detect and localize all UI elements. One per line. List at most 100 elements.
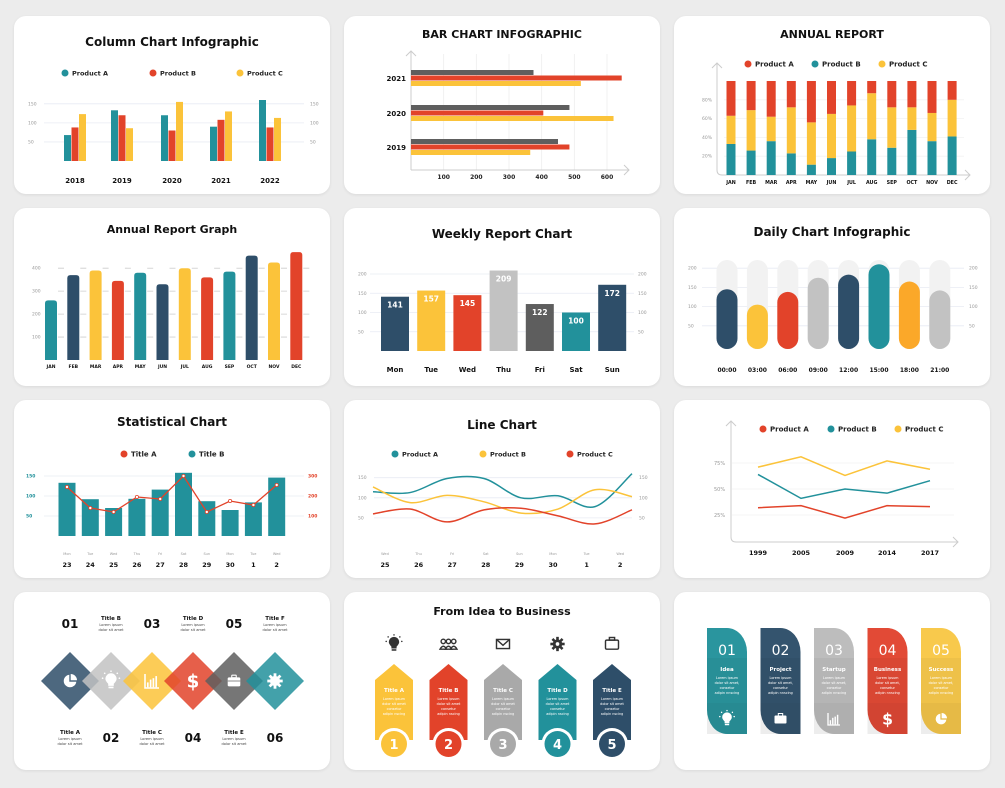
banner-title: Title B (439, 688, 459, 694)
legend-label: Title B (199, 451, 224, 459)
stacked-segment (847, 105, 857, 152)
stacked-segment (726, 115, 736, 144)
y-tick-left: 200 (688, 266, 697, 272)
x-label: 30 (226, 561, 236, 569)
stacked-segment (907, 129, 917, 175)
step-number: 02 (103, 731, 120, 745)
x-label: 2020 (162, 177, 182, 185)
y-label: 2020 (387, 110, 407, 118)
banner-text: consetur (605, 707, 620, 711)
axes (716, 63, 970, 176)
stacked-segment (867, 81, 877, 94)
ray (401, 640, 403, 643)
x-weekday: Wed (110, 552, 118, 556)
y-tick-left: 50 (358, 515, 364, 521)
step-card (707, 628, 747, 734)
y-tick-right: 200 (638, 272, 647, 278)
bar (411, 150, 531, 155)
bar-chart: BAR CHART INFOGRAPHIC 100 200 300 400 500 600 2… (387, 28, 630, 181)
x-label: 18:00 (900, 367, 919, 374)
line-point (88, 506, 93, 511)
x-weekday: Wed (273, 552, 281, 556)
legend-swatch (827, 425, 835, 433)
stacked-segment (907, 81, 917, 108)
axes (144, 674, 159, 689)
x-tick: 500 (568, 174, 581, 181)
step-number: 05 (226, 617, 243, 631)
step-text: dolor sit amet, (768, 681, 793, 685)
step-text: adipin nnscing (715, 691, 740, 695)
banner-text: Lorem ipsum (546, 697, 569, 701)
x-label: 03:00 (748, 367, 767, 374)
banner-text: adipin nscing (601, 712, 624, 716)
legend-swatch (811, 60, 819, 68)
arrow-banner (593, 664, 631, 740)
legend-swatch (566, 450, 574, 458)
bar (67, 275, 80, 360)
stacked-segment (786, 107, 796, 154)
pie-slice (935, 713, 947, 725)
pie-chart-icon (935, 713, 947, 725)
statistical-chart-card: Statistical Chart Title A Title B 50 100 100 2… (14, 400, 330, 578)
step-text: Lorem ipsum (222, 737, 246, 741)
briefcase-icon (774, 713, 787, 724)
x-label: Mon (387, 366, 404, 374)
tooth (273, 673, 277, 677)
x-label: MAY (135, 364, 147, 370)
stacked-segment (806, 164, 816, 175)
arrow-banner (375, 664, 413, 740)
bar (176, 101, 183, 161)
x-tick: 600 (601, 174, 614, 181)
banner-text: Lorem ipsum (437, 697, 460, 701)
case (774, 715, 787, 724)
step-number: 02 (772, 643, 790, 659)
y-tick-right: 50 (639, 515, 645, 521)
step-title: Success (929, 667, 954, 673)
percent-line-chart-card: Product A Product B Product C 25% 50% 75% 1999… (674, 400, 990, 578)
body (449, 645, 459, 650)
numbered-steps-card: 01 Idea Lorem ipsum dolor sit amet, consetur… (674, 592, 990, 770)
x-label: 21:00 (930, 367, 949, 374)
step-number: 01 (718, 643, 736, 659)
bar (155, 676, 158, 688)
step-text: adipin nnscing (929, 691, 954, 695)
x-label: 29 (202, 561, 212, 569)
x-label: 30 (548, 561, 558, 569)
bar (64, 135, 71, 161)
case (227, 677, 241, 687)
bar (268, 477, 286, 536)
x-weekday: Mon (63, 552, 70, 556)
legend-label: Title A (131, 451, 157, 459)
bar (225, 111, 232, 161)
bar (829, 720, 832, 725)
statistical-chart: Statistical Chart Title A Title B 50 100 100 2… (26, 415, 317, 569)
chart-title: Daily Chart Infographic (753, 225, 910, 239)
bar (411, 75, 622, 81)
stacked-segment (847, 151, 857, 175)
envelope-icon (495, 638, 511, 650)
x-label: Fri (535, 366, 545, 374)
legend-swatch (236, 69, 244, 77)
x-label: 28 (179, 561, 189, 569)
x-label: 2 (618, 561, 623, 569)
x-weekday: Tue (86, 552, 93, 556)
bar (89, 270, 102, 360)
step-number: 01 (62, 617, 79, 631)
banner-text: Lorem ipsum (601, 697, 624, 701)
y-tick: 75% (714, 461, 725, 467)
bar (381, 296, 409, 351)
x-label: SEP (225, 364, 235, 370)
step-text: consetur (720, 686, 735, 690)
chart-title: Weekly Report Chart (432, 227, 573, 241)
bar (58, 482, 76, 536)
step-band (867, 658, 908, 703)
step-title: Title B (101, 616, 121, 622)
gear-icon (550, 636, 565, 652)
bar (259, 100, 266, 161)
x-label: 29 (515, 561, 525, 569)
x-label: 06:00 (778, 367, 797, 374)
tooth (556, 647, 559, 652)
x-label: MAR (90, 364, 102, 370)
x-weekday: Sun (203, 552, 210, 556)
